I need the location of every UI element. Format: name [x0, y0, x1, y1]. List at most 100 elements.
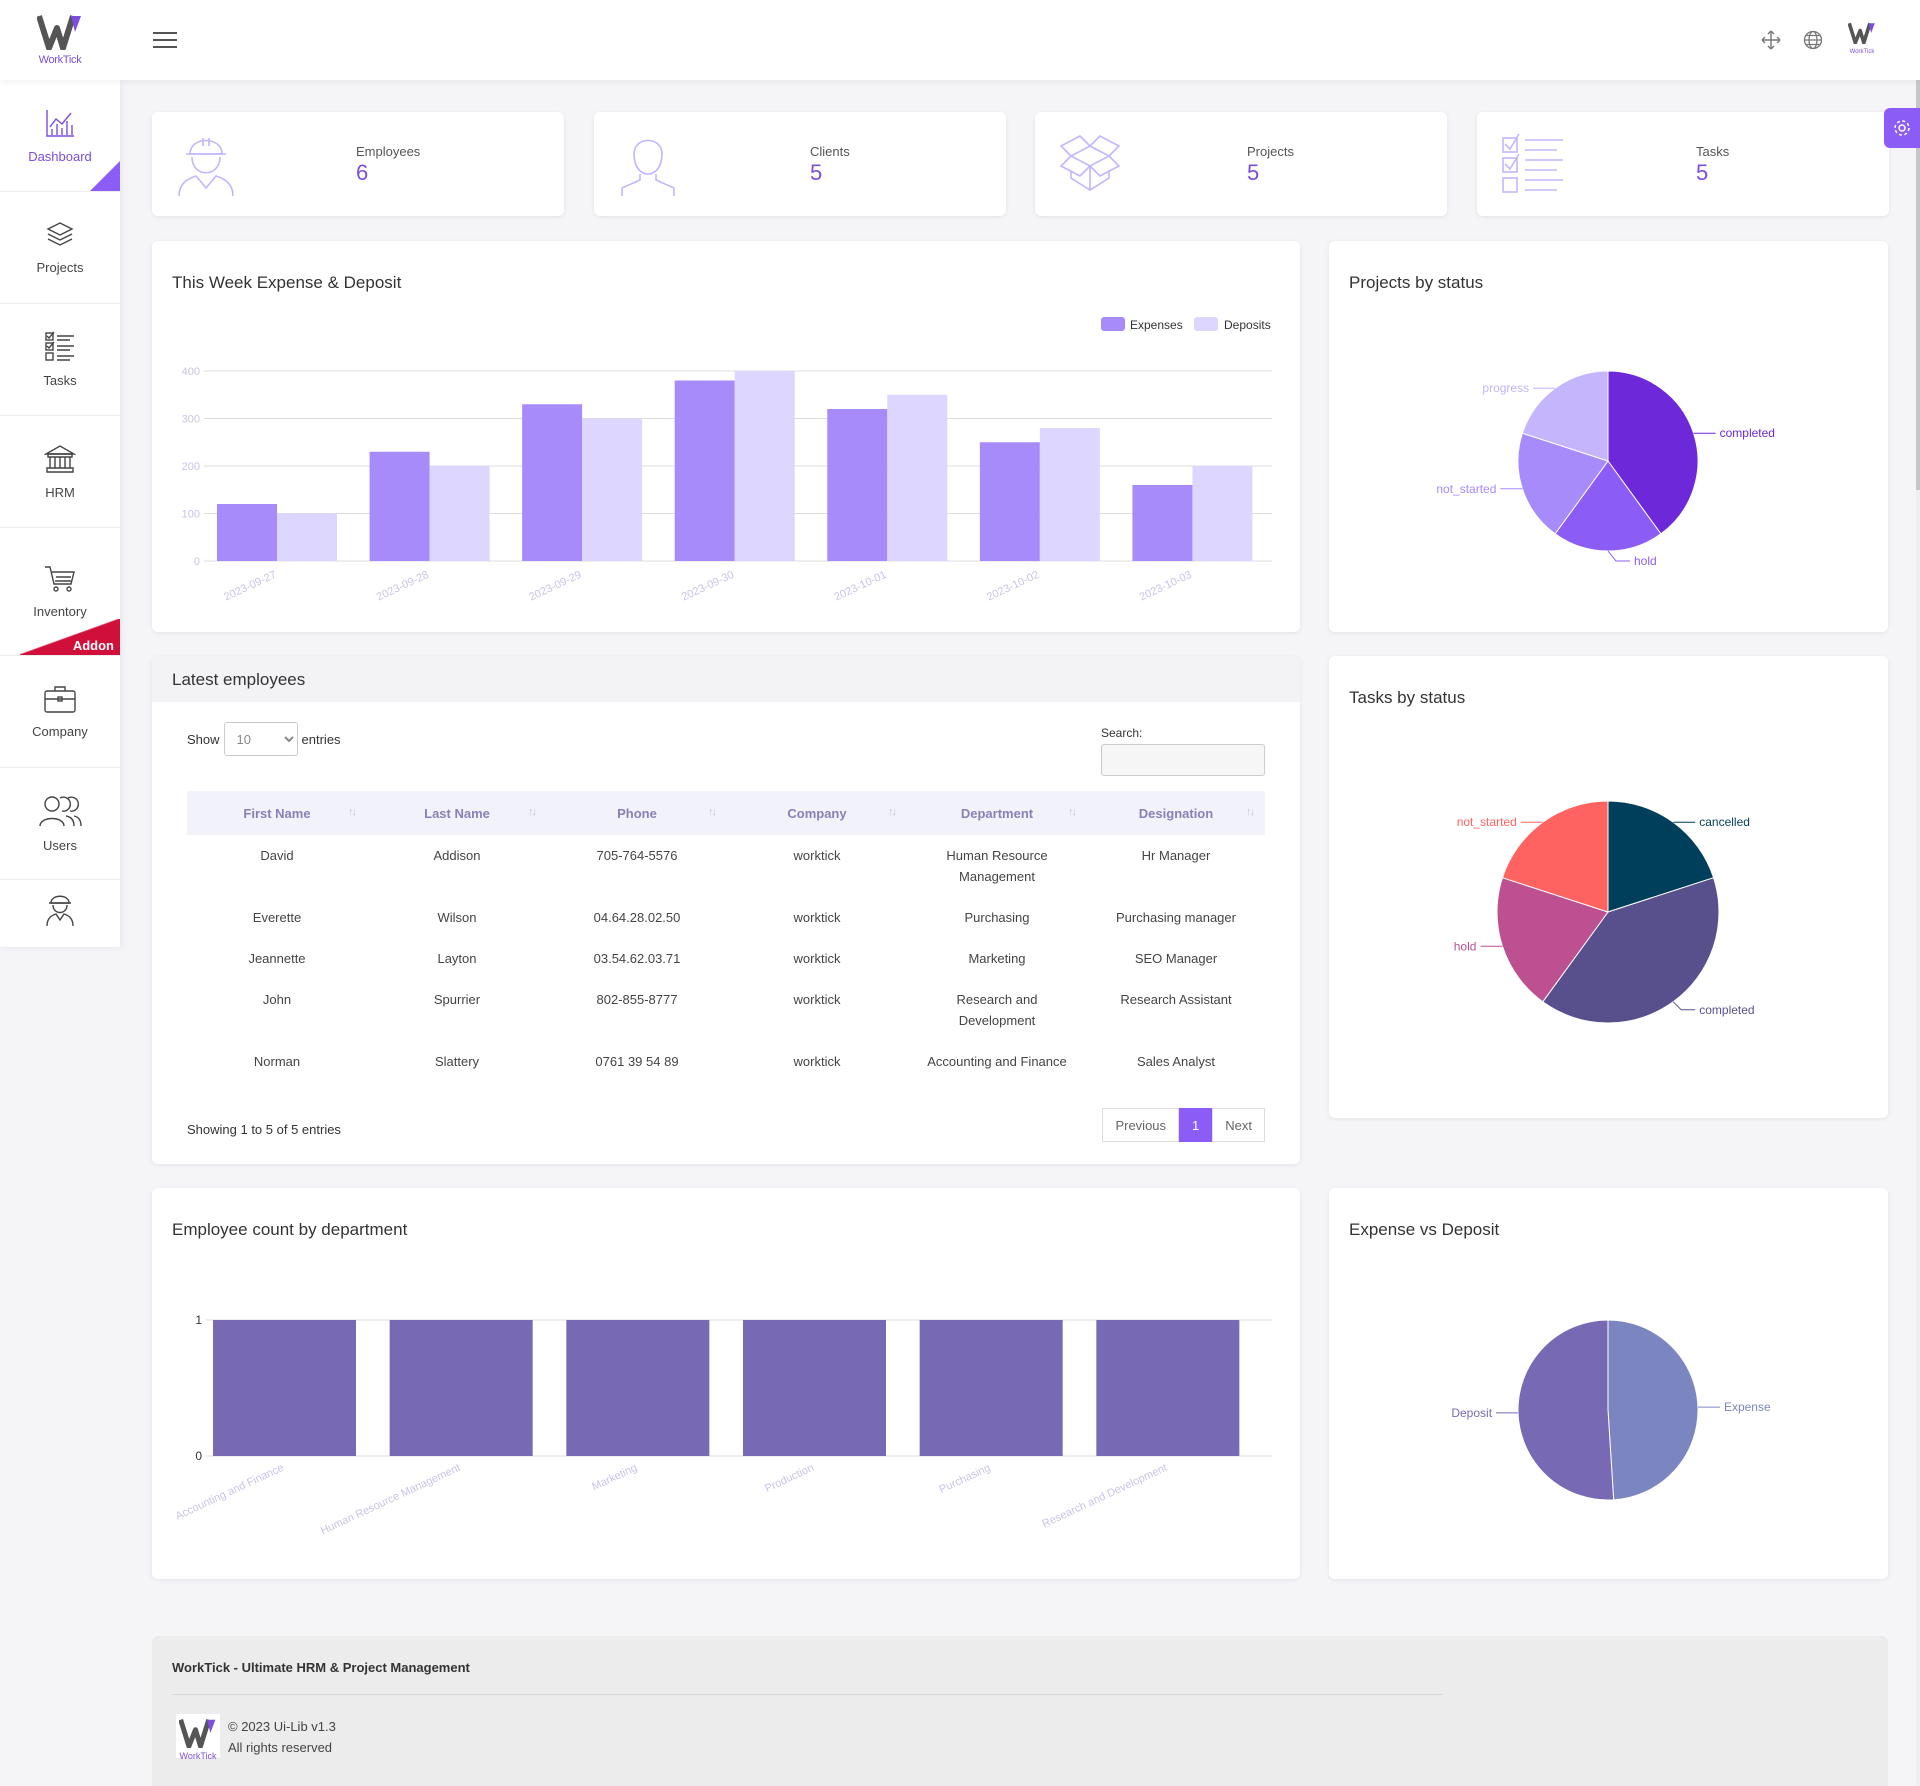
worker-icon [46, 895, 74, 926]
x-tick-label: Human Resource Management [319, 1462, 463, 1537]
card-header [152, 656, 1300, 702]
copyright-text: © 2023 Ui-Lib v1.3 [228, 1719, 336, 1734]
y-tick-label: 300 [182, 414, 200, 426]
fullscreen-icon[interactable] [1760, 29, 1782, 51]
pie-slice-hold [1496, 877, 1609, 1003]
stat-value: 6 [356, 160, 369, 185]
x-tick-label: Research and Development [1040, 1462, 1169, 1531]
sidebar-item-users[interactable]: Users [0, 768, 120, 880]
cell-department: Research and Development [956, 992, 1038, 1028]
stat-value: 5 [810, 160, 823, 185]
stat-card-employees[interactable]: Employees 6 [152, 112, 564, 216]
column-header-first-name[interactable]: First Name ↑↓ [187, 791, 367, 835]
table-row[interactable]: John Spurrier 802-855-8777 worktick Rese… [187, 979, 1265, 1041]
bar-expenses [674, 380, 735, 561]
chart-legend: Expenses Deposits [1101, 317, 1271, 332]
column-header-phone[interactable]: Phone ↑↓ [547, 791, 727, 835]
table-row[interactable]: David Addison 705-764-5576 worktick Huma… [187, 835, 1265, 897]
cell-department: Human Resource Management [946, 848, 1048, 884]
pie-label: progress [1482, 381, 1529, 395]
table-row[interactable]: Norman Slattery 0761 39 54 89 worktick A… [187, 1041, 1265, 1082]
next-page-button[interactable]: Next [1212, 1108, 1265, 1142]
sidebar-item-label: Users [43, 838, 77, 853]
sidebar-item-label: Projects [36, 260, 84, 275]
previous-page-button[interactable]: Previous [1102, 1108, 1180, 1142]
stat-value: 5 [1696, 160, 1709, 185]
bar-deposits [582, 418, 643, 561]
sidebar-item-inventory[interactable]: Inventory Addon [0, 528, 120, 656]
search-input[interactable] [1101, 744, 1265, 776]
pie-slice-Deposit [1517, 1319, 1615, 1501]
gear-icon [1894, 120, 1910, 136]
scrollbar[interactable] [1916, 0, 1920, 1786]
column-header-designation[interactable]: Designation ↑↓ [1087, 791, 1265, 835]
x-tick-label: Purchasing [937, 1462, 992, 1496]
column-label: Phone [617, 805, 657, 821]
sort-icon: ↑↓ [348, 806, 357, 818]
y-tick-label: 100 [182, 509, 200, 521]
pie-slice-cancelled [1607, 800, 1715, 913]
x-tick-label: Accounting and Finance [174, 1462, 286, 1523]
x-tick-label: Production [763, 1462, 816, 1495]
sidebar-item-label: Inventory [33, 604, 87, 619]
stat-card-tasks[interactable]: Tasks 5 [1477, 112, 1889, 216]
column-header-company[interactable]: Company ↑↓ [727, 791, 907, 835]
bank-icon [44, 445, 76, 473]
brand-name: WorkTick [38, 54, 82, 66]
menu-toggle-button[interactable] [153, 32, 177, 48]
addon-ribbon [20, 619, 120, 655]
table-row[interactable]: Jeannette Layton 03.54.62.03.71 worktick… [187, 938, 1265, 979]
column-header-last-name[interactable]: Last Name ↑↓ [367, 791, 547, 835]
column-header-department[interactable]: Department ↑↓ [907, 791, 1087, 835]
settings-button[interactable] [1884, 108, 1920, 148]
sidebar-item-dashboard[interactable]: Dashboard [0, 80, 120, 192]
department-count-chart: 0 1 Accounting and Finance Human Resource M… [174, 1313, 1272, 1537]
chart-icon [46, 110, 74, 137]
pie-slice-completed [1542, 877, 1720, 1024]
cell-designation: Research Assistant [1120, 992, 1232, 1007]
top-bar: WorkTick WorkTick [0, 0, 1920, 80]
cell-first-name: Jeannette [248, 951, 306, 966]
cell-department: Purchasing [964, 910, 1030, 925]
stat-card-projects[interactable]: Projects 5 [1035, 112, 1447, 216]
x-tick-label: 2023-10-03 [1138, 569, 1194, 604]
layers-icon [46, 222, 74, 246]
page-size-select[interactable]: 10 [223, 722, 298, 756]
bar-department [213, 1320, 356, 1456]
tasks-status-card: Tasks by status cancelled completed hold no… [1329, 656, 1888, 1118]
x-tick-label: 2023-09-28 [375, 569, 431, 604]
bar-department [566, 1320, 710, 1456]
stat-card-clients[interactable]: Clients 5 [594, 112, 1006, 216]
table-row[interactable]: Everette Wilson 04.64.28.02.50 worktick … [187, 897, 1265, 938]
user-avatar[interactable]: WorkTick [1844, 22, 1880, 58]
card-title: Employee count by department [172, 1220, 408, 1239]
sidebar-item-employees[interactable] [0, 880, 120, 948]
sidebar-item-hrm[interactable]: HRM [0, 416, 120, 528]
y-tick-label: 200 [182, 461, 200, 473]
bar-deposits [1192, 466, 1253, 561]
page-button-current[interactable]: 1 [1179, 1108, 1213, 1142]
active-indicator [90, 161, 120, 191]
card-title: Expense vs Deposit [1349, 1220, 1500, 1239]
pagination: Previous 1 Next [1102, 1108, 1265, 1142]
column-label: Department [960, 805, 1034, 821]
sidebar-item-label: HRM [45, 485, 75, 500]
latest-employees-card: Latest employees Show 10 entries Search:… [152, 656, 1300, 1164]
cell-last-name: Layton [437, 951, 477, 966]
sidebar-item-tasks[interactable]: Tasks [0, 304, 120, 416]
sidebar-item-company[interactable]: Company [0, 656, 120, 768]
pie-slice-not-started [1517, 432, 1609, 535]
y-tick-label: 0 [194, 556, 200, 568]
app-logo[interactable]: WorkTick [30, 14, 90, 68]
pie-label: not_started [1457, 815, 1517, 829]
pie-label-line [1672, 1001, 1696, 1011]
sidebar-item-projects[interactable]: Projects [0, 192, 120, 304]
projects-status-pie: completed hold not_started progress [1436, 370, 1775, 568]
globe-icon[interactable] [1802, 29, 1824, 51]
expense-vs-deposit-pie: Expense Deposit [1451, 1319, 1771, 1501]
card-title: This Week Expense & Deposit [172, 273, 402, 292]
pie-label: hold [1454, 939, 1477, 953]
cell-company: worktick [793, 1054, 841, 1069]
scrollbar-thumb[interactable] [1916, 0, 1920, 490]
cell-first-name: Norman [253, 1054, 301, 1069]
